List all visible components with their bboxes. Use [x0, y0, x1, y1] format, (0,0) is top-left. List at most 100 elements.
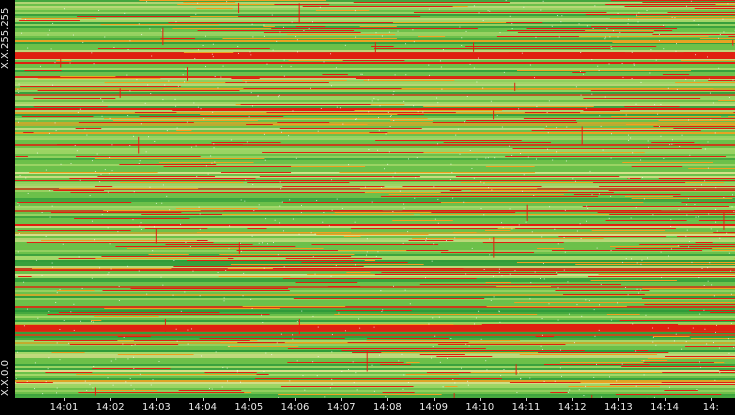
heatmap-speckle — [596, 247, 598, 249]
heatmap-segment — [115, 246, 296, 247]
heatmap-segment — [605, 4, 650, 5]
heatmap-segment — [380, 364, 411, 365]
heatmap-speckle — [197, 106, 199, 108]
heatmap-speckle — [578, 389, 580, 391]
heatmap-vertical-mark — [238, 2, 240, 14]
heatmap-speckle — [442, 386, 444, 388]
heatmap-speckle — [348, 164, 350, 166]
heatmap-segment — [296, 166, 366, 167]
heatmap-speckle — [642, 176, 644, 178]
heatmap-speckle — [393, 120, 395, 122]
heatmap-speckle — [436, 97, 438, 99]
heatmap-speckle — [292, 218, 294, 220]
heatmap-speckle — [643, 198, 645, 200]
heatmap-speckle — [703, 309, 705, 311]
heatmap-segment — [688, 168, 735, 169]
heatmap-speckle — [366, 238, 368, 240]
heatmap-speckle — [146, 1, 148, 3]
heatmap-segment — [673, 196, 735, 197]
heatmap-speckle — [17, 202, 19, 204]
heatmap-segment — [240, 28, 270, 29]
heatmap-speckle — [428, 8, 430, 10]
heatmap-speckle — [714, 379, 716, 381]
heatmap-segment — [689, 124, 735, 125]
heatmap-segment — [482, 242, 564, 243]
heatmap-segment — [252, 276, 291, 277]
heatmap-segment — [352, 244, 433, 245]
heatmap-row — [15, 248, 735, 250]
heatmap-speckle — [51, 205, 53, 207]
heatmap-speckle — [572, 178, 574, 180]
heatmap-speckle — [23, 281, 25, 283]
heatmap-segment — [94, 186, 113, 187]
heatmap-segment — [280, 386, 414, 387]
heatmap-speckle — [47, 34, 49, 36]
heatmap-speckle — [573, 342, 575, 344]
heatmap-speckle — [312, 315, 314, 317]
heatmap-speckle — [331, 383, 333, 385]
heatmap-speckle — [127, 265, 129, 267]
heatmap-speckle — [575, 86, 577, 88]
heatmap-row — [15, 230, 735, 232]
heatmap-speckle — [249, 51, 251, 53]
heatmap-speckle — [288, 135, 290, 137]
heatmap-row — [15, 12, 735, 14]
heatmap-row — [15, 90, 735, 92]
heatmap-speckle — [384, 168, 386, 170]
heatmap-speckle — [704, 180, 706, 182]
heatmap-segment — [568, 30, 586, 31]
heatmap-speckle — [246, 141, 248, 143]
heatmap-speckle — [355, 118, 357, 120]
heatmap-segment — [204, 372, 257, 373]
heatmap-speckle — [258, 242, 260, 244]
heatmap-speckle — [193, 102, 195, 104]
heatmap-segment — [315, 10, 370, 11]
heatmap-speckle — [111, 144, 113, 146]
heatmap-segment — [301, 262, 408, 263]
heatmap-speckle — [511, 22, 513, 24]
heatmap-row — [15, 136, 735, 138]
heatmap-segment — [583, 98, 701, 99]
heatmap-speckle — [403, 207, 405, 209]
heatmap-segment — [172, 110, 355, 111]
heatmap-speckle — [168, 80, 170, 82]
heatmap-speckle — [184, 291, 186, 293]
heatmap-row — [15, 8, 735, 10]
heatmap-speckle — [102, 100, 104, 102]
x-tick-label: 14:10 — [465, 402, 495, 413]
heatmap-speckle — [276, 40, 278, 42]
heatmap-segment — [165, 244, 253, 245]
heatmap-speckle — [127, 48, 129, 50]
heatmap-row — [15, 10, 735, 12]
heatmap-speckle — [295, 36, 297, 38]
heatmap-speckle — [162, 184, 164, 186]
heatmap-row — [15, 196, 735, 198]
heatmap-speckle — [244, 200, 246, 202]
heatmap-speckle — [263, 35, 265, 37]
heatmap-speckle — [107, 227, 109, 229]
heatmap-segment — [677, 236, 735, 237]
heatmap-hot-band — [15, 270, 735, 271]
heatmap-vertical-mark — [119, 88, 121, 98]
heatmap-speckle — [492, 275, 494, 277]
heatmap-speckle — [417, 111, 419, 113]
heatmap-row — [15, 332, 735, 334]
heatmap-speckle — [518, 224, 520, 226]
heatmap-speckle — [292, 110, 294, 112]
heatmap-row — [15, 312, 735, 314]
heatmap-vertical-mark — [238, 242, 240, 254]
heatmap-segment — [608, 190, 713, 191]
heatmap-vertical-mark — [591, 394, 593, 398]
heatmap-speckle — [610, 195, 612, 197]
heatmap-segment — [385, 362, 404, 363]
heatmap-speckle — [715, 208, 717, 210]
heatmap-segment — [694, 210, 735, 211]
heatmap-speckle — [489, 238, 491, 240]
heatmap-speckle — [726, 232, 728, 234]
heatmap-segment — [524, 112, 581, 113]
heatmap-speckle — [503, 368, 505, 370]
heatmap-segment — [238, 16, 421, 17]
heatmap-speckle — [312, 256, 314, 258]
heatmap-segment — [117, 336, 151, 337]
heatmap-row — [15, 158, 735, 160]
